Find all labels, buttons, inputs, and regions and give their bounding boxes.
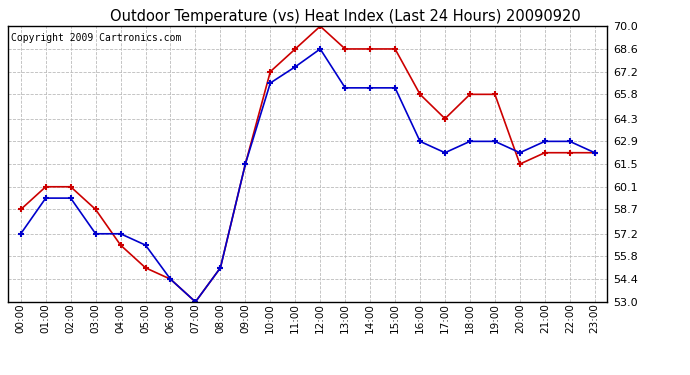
Text: Copyright 2009 Cartronics.com: Copyright 2009 Cartronics.com <box>11 33 181 43</box>
Text: Outdoor Temperature (vs) Heat Index (Last 24 Hours) 20090920: Outdoor Temperature (vs) Heat Index (Las… <box>110 9 580 24</box>
